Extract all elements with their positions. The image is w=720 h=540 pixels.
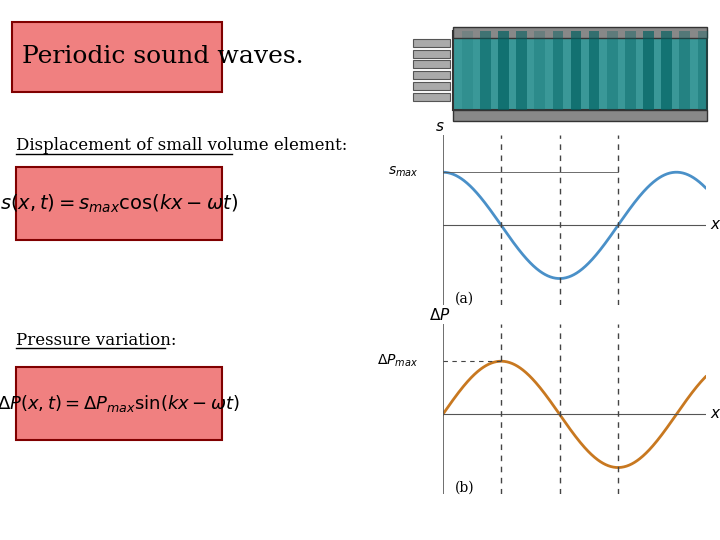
Text: $x$: $x$ [710,218,720,232]
Bar [413,39,449,47]
Bar [698,31,708,110]
Text: $s(x, t) = s_{max} \cos(kx - \omega t)$: $s(x, t) = s_{max} \cos(kx - \omega t)$ [0,192,238,215]
Bar [413,82,449,90]
Bar [453,110,706,120]
Bar [571,31,581,110]
Text: Displacement of small volume element:: Displacement of small volume element: [16,137,348,154]
Text: $x$: $x$ [710,407,720,421]
Bar [453,27,706,38]
Text: $s_{max}$: $s_{max}$ [388,165,418,179]
FancyBboxPatch shape [16,167,222,240]
Text: (b): (b) [454,481,474,495]
Bar [680,31,690,110]
FancyBboxPatch shape [12,22,222,92]
Bar [552,31,563,110]
Bar [413,93,449,101]
Text: $\Delta P$: $\Delta P$ [429,307,451,323]
Text: Periodic sound waves.: Periodic sound waves. [22,45,303,68]
Bar [589,31,600,110]
Text: Pressure variation:: Pressure variation: [16,332,176,349]
Bar [607,31,618,110]
FancyBboxPatch shape [16,367,222,440]
Bar [661,31,672,110]
Bar [625,31,636,110]
Text: (a): (a) [454,292,474,306]
Bar [413,60,449,69]
Text: $\Delta P(x, t) = \Delta P_{max} \sin(kx - \omega t)$: $\Delta P(x, t) = \Delta P_{max} \sin(kx… [0,393,240,414]
Bar [413,71,449,79]
Text: $\Delta P_{max}$: $\Delta P_{max}$ [377,353,418,369]
Text: $s$: $s$ [435,120,445,134]
Bar [516,31,527,110]
Bar [643,31,654,110]
Bar [453,31,706,110]
Bar [534,31,545,110]
Bar [413,50,449,58]
Bar [480,31,491,110]
Bar [498,31,509,110]
Bar [462,31,472,110]
